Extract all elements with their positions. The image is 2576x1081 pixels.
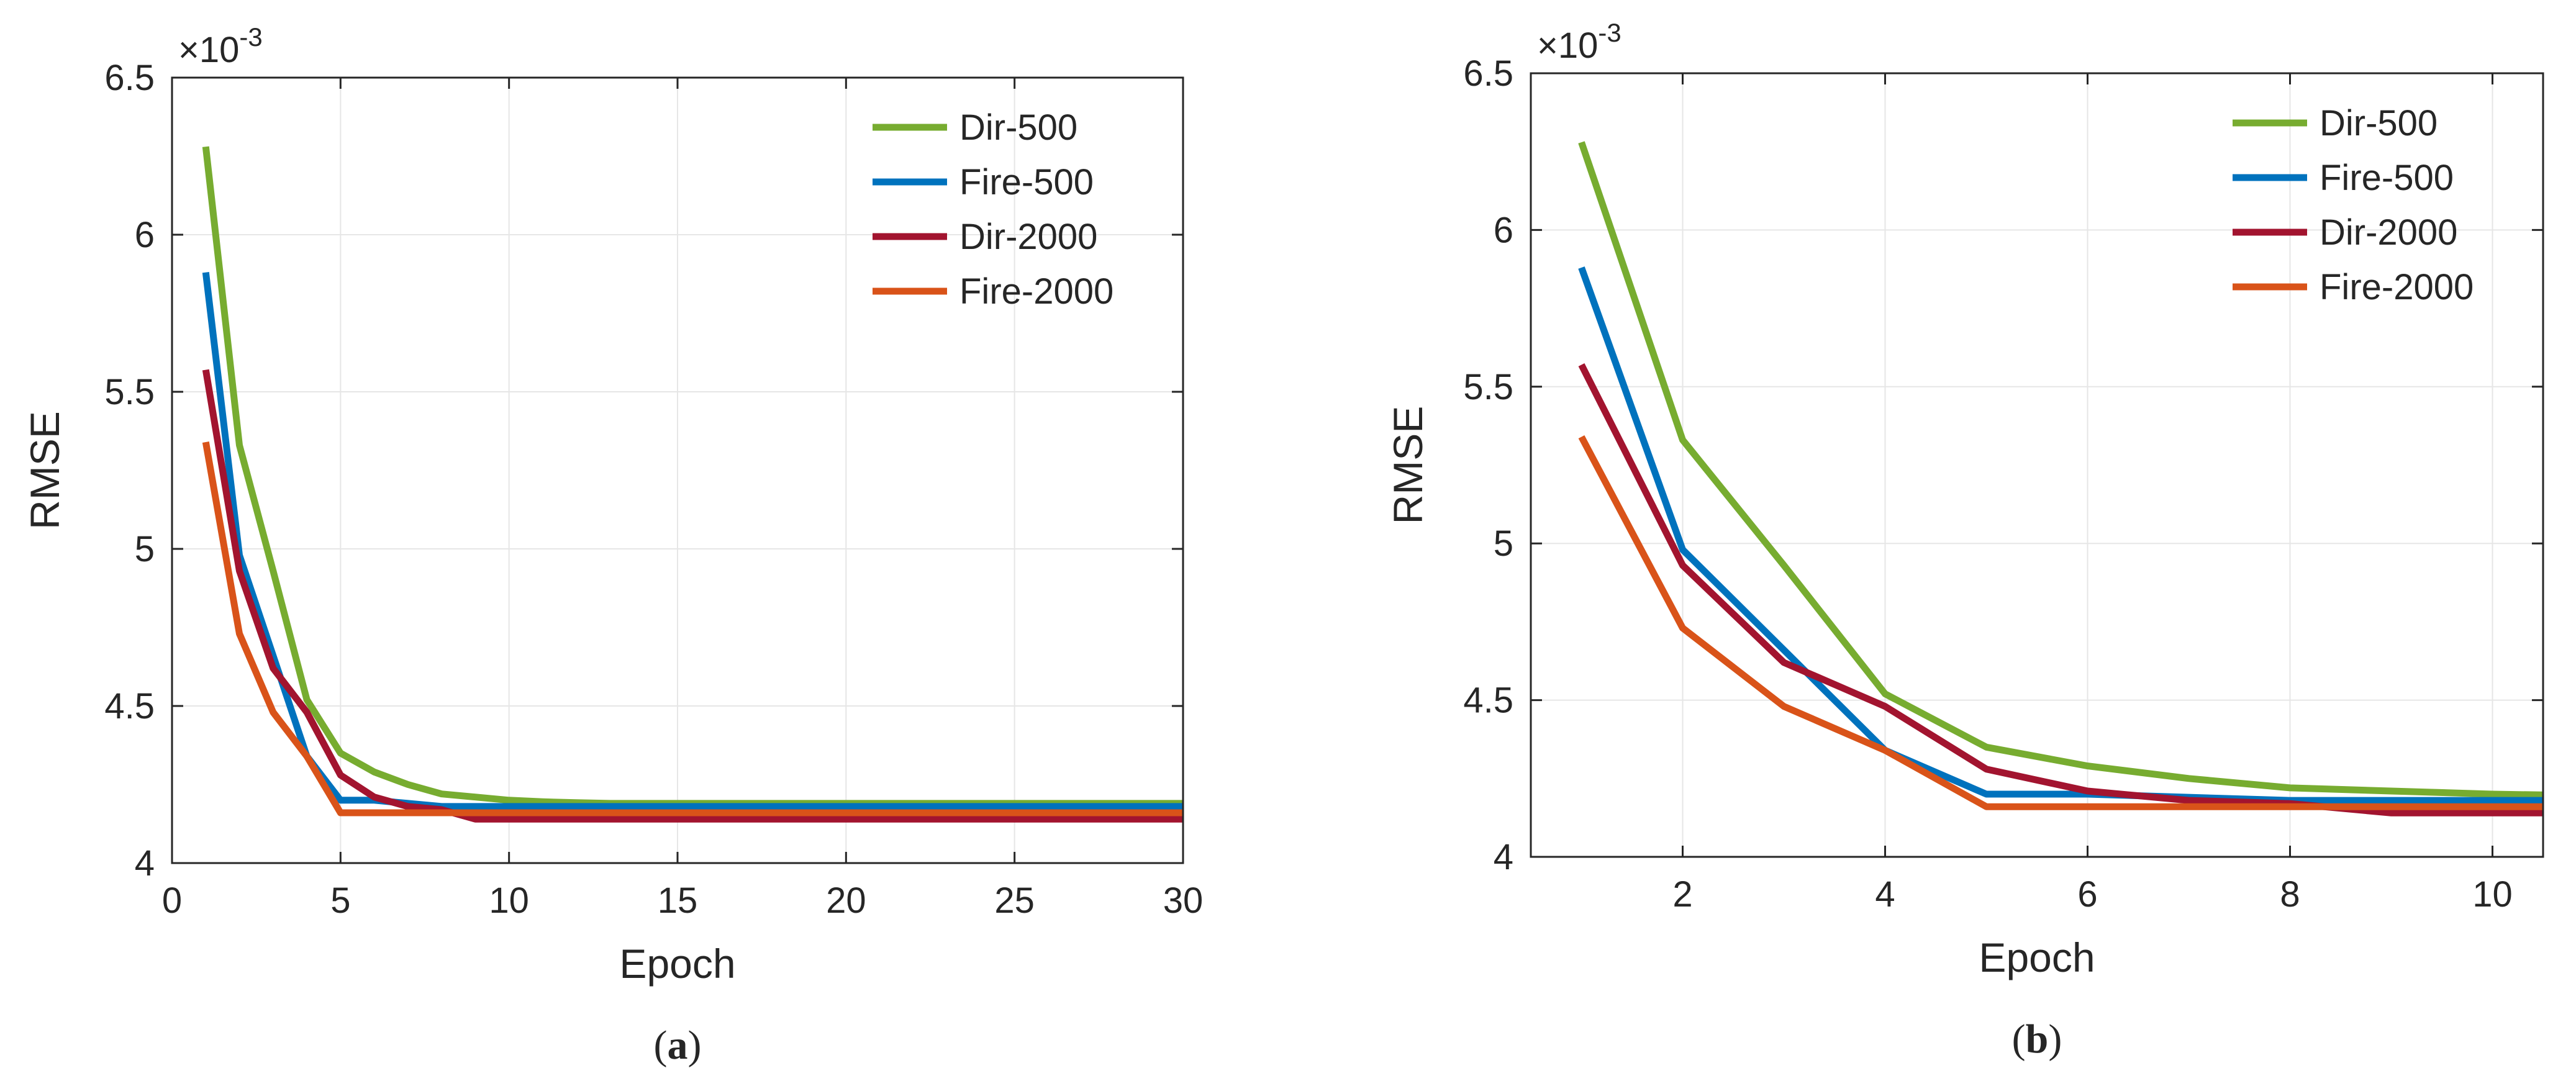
y-tick-label: 4 <box>1494 837 1513 877</box>
y-tick-label: 5.5 <box>1463 367 1513 407</box>
y-tick-label: 6 <box>135 215 155 255</box>
panel-label: b <box>2026 1016 2049 1062</box>
panel-label: a <box>668 1023 688 1068</box>
y-tick-label: 4.5 <box>1463 681 1513 721</box>
y-tick-label: 5.5 <box>104 372 155 412</box>
y-exponent-power: -3 <box>1598 18 1621 47</box>
series-line-dir-2000 <box>202 369 1183 823</box>
caption-paren: ) <box>688 1023 702 1068</box>
series-line-dir-500 <box>1578 141 2543 798</box>
x-tick-label: 2 <box>1672 874 1692 915</box>
caption-paren: ( <box>2012 1016 2026 1062</box>
panel-caption: (a) <box>654 1023 702 1068</box>
y-tick-label: 6 <box>1494 210 1513 250</box>
legend-label: Fire-2000 <box>2320 267 2474 307</box>
legend-label: Fire-2000 <box>959 271 1113 312</box>
x-axis-label: Epoch <box>619 941 735 987</box>
x-tick-label: 30 <box>1163 880 1204 921</box>
legend-label: Dir-500 <box>2320 103 2438 143</box>
legend-label: Dir-2000 <box>2320 212 2457 253</box>
y-tick-label: 5 <box>135 529 155 569</box>
y-tick-label: 5 <box>1494 523 1513 564</box>
chart-panel-b: 2 4 6 8 10 4 4.5 5 5.5 6 6.5 ×10-3 Epoch RMSE Dir-500 F… <box>1385 18 2544 1062</box>
x-tick-label: 4 <box>1875 874 1895 915</box>
y-axis-label: RMSE <box>1385 406 1431 525</box>
x-tick-label: 10 <box>2472 874 2513 915</box>
x-tick-label: 10 <box>489 880 529 921</box>
axes-box <box>1530 72 2544 858</box>
series-group <box>202 146 1183 823</box>
x-tick-label: 20 <box>826 880 866 921</box>
legend-label: Dir-500 <box>959 107 1077 148</box>
series-line-fire-2000 <box>1578 435 2543 810</box>
legend-label: Dir-2000 <box>959 217 1097 257</box>
series-line-dir-2000 <box>1578 363 2543 816</box>
y-exponent-label: ×10-3 <box>178 22 263 70</box>
x-tick-label: 25 <box>994 880 1035 921</box>
y-tick-label: 4.5 <box>104 686 155 726</box>
chart-panel-a: 0 5 10 15 20 25 30 4 4.5 5 5.5 6 6.5 ×10-3 Epoch RMSE Di… <box>22 22 1203 1068</box>
y-axis-label: RMSE <box>22 411 68 530</box>
y-exponent-base: ×10 <box>1537 25 1598 66</box>
x-axis-label: Epoch <box>1979 934 2095 980</box>
x-tick-label: 5 <box>330 880 350 921</box>
y-exponent-base: ×10 <box>178 30 239 70</box>
caption-paren: ) <box>2048 1016 2062 1062</box>
y-exponent-label: ×10-3 <box>1537 18 1621 66</box>
x-tick-label: 8 <box>2280 874 2300 915</box>
x-tick-label: 15 <box>658 880 698 921</box>
y-tick-label: 6.5 <box>104 58 155 98</box>
y-exponent-power: -3 <box>239 22 262 52</box>
caption-paren: ( <box>654 1023 668 1068</box>
legend-label: Fire-500 <box>959 162 1094 202</box>
legend-label: Fire-500 <box>2320 158 2454 198</box>
series-line-fire-500 <box>202 272 1183 810</box>
y-tick-label: 4 <box>135 843 155 884</box>
series-group <box>1578 141 2543 816</box>
panel-caption: (b) <box>2012 1016 2062 1062</box>
x-tick-label: 0 <box>162 880 182 921</box>
y-tick-label: 6.5 <box>1463 53 1513 94</box>
x-tick-label: 6 <box>2077 874 2097 915</box>
series-line-fire-2000 <box>202 441 1183 816</box>
